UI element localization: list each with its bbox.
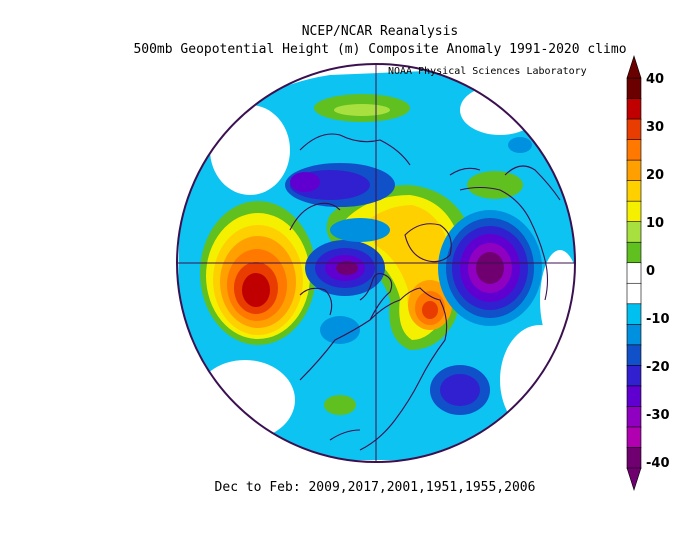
colorbar-block [626, 344, 642, 367]
colorbar-block [626, 159, 642, 182]
colorbar-label-10: 10 [646, 216, 665, 231]
colorbar-block [626, 303, 642, 326]
colorbar-block [626, 426, 642, 449]
colorbar-block [626, 262, 642, 285]
composite-years-caption: Dec to Feb: 2009,2017,2001,1951,1955,200… [214, 480, 536, 495]
colorbar-block [626, 180, 642, 202]
colorbar-label-minus20: -20 [646, 360, 670, 375]
colorbar-block [626, 447, 642, 469]
colorbar-block [626, 118, 642, 141]
colorbar-min-arrow [626, 467, 642, 491]
colorbar-max-arrow [626, 55, 642, 79]
colorbar-block [626, 365, 642, 387]
chart-subtitle: 500mb Geopotential Height (m) Composite … [133, 42, 627, 57]
colorbar-block [626, 241, 642, 264]
colorbar-block [626, 221, 642, 244]
colorbar-label-40: 40 [646, 72, 665, 87]
colorbar-block [626, 385, 642, 408]
colorbar-label-minus10: -10 [646, 312, 670, 327]
colorbar-label-20: 20 [646, 168, 665, 183]
colorbar-block [626, 406, 642, 428]
colorbar-block [626, 139, 642, 161]
colorbar-block [626, 282, 642, 305]
colorbar-block [626, 98, 642, 120]
chart-title: NCEP/NCAR Reanalysis [301, 24, 459, 39]
coastlines [289, 133, 561, 451]
credit-label: NOAA Physical Sciences Laboratory [388, 66, 587, 77]
colorbar-label-minus40: -40 [646, 456, 670, 471]
colorbar-block [626, 200, 642, 223]
colorbar-label-minus30: -30 [646, 408, 670, 423]
map-outline [176, 63, 576, 463]
colorbar-block [626, 324, 642, 346]
colorbar-label-0: 0 [646, 264, 656, 279]
colorbar-block [626, 77, 642, 100]
colorbar-label-30: 30 [646, 120, 665, 135]
